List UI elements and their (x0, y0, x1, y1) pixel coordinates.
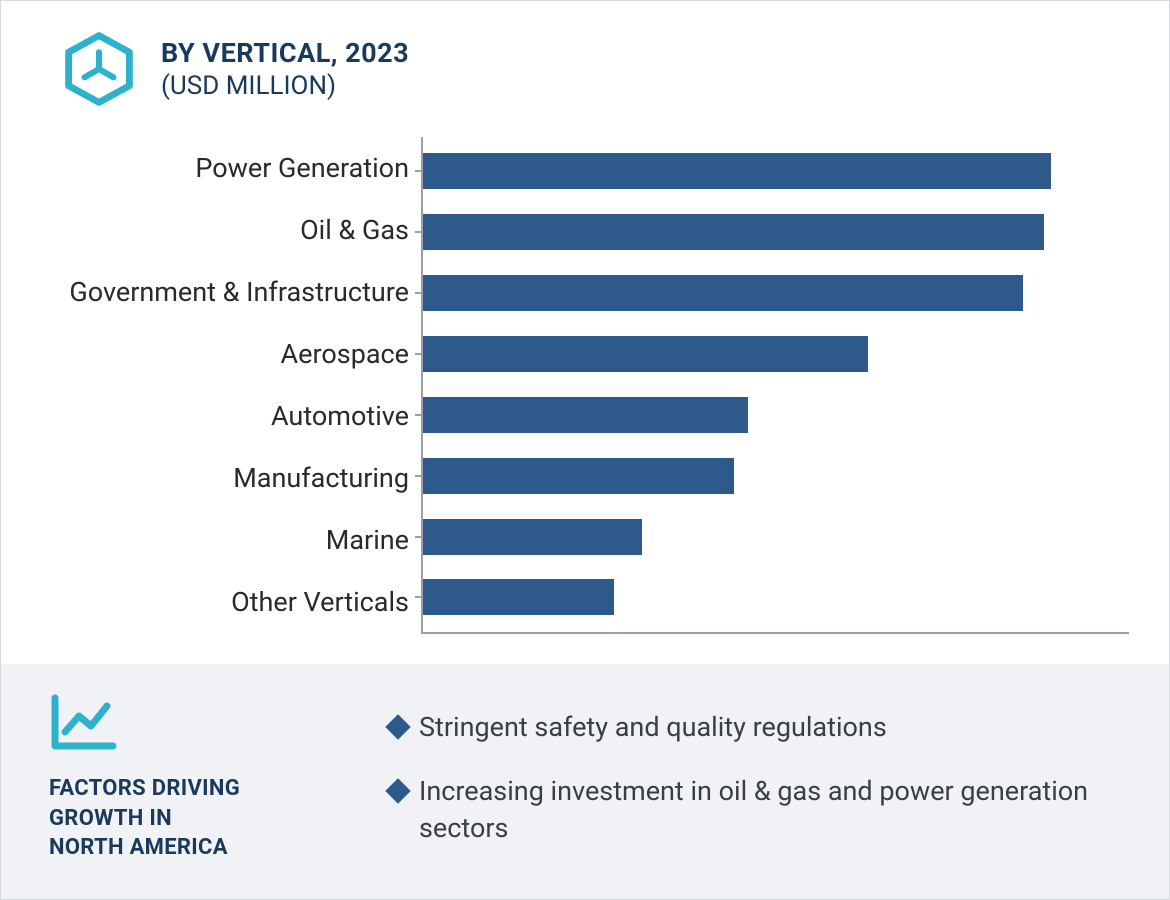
footer-heading-line: FACTORS DRIVING (49, 774, 349, 804)
bar (423, 519, 642, 555)
diamond-icon (385, 714, 410, 739)
footer-bullets: Stringent safety and quality regulations… (389, 692, 1129, 863)
bullet-text: Increasing investment in oil & gas and p… (419, 773, 1129, 846)
axis-tick (415, 414, 423, 416)
bar (423, 153, 1051, 189)
bar-label: Power Generation (195, 141, 409, 195)
bar (423, 275, 1023, 311)
line-chart-icon (49, 692, 119, 752)
header-text: BY VERTICAL, 2023 (USD MILLION) (161, 31, 409, 101)
axis-tick (415, 536, 423, 538)
diamond-icon (385, 779, 410, 804)
bar-row (423, 449, 1129, 503)
header: BY VERTICAL, 2023 (USD MILLION) (1, 1, 1169, 127)
footer-heading-line: NORTH AMERICA (49, 833, 349, 863)
axis-tick (415, 353, 423, 355)
bar-chart: Power Generation Oil & Gas Government & In… (1, 127, 1169, 664)
bar (423, 579, 614, 615)
bar (423, 336, 868, 372)
bar (423, 458, 734, 494)
infographic-container: BY VERTICAL, 2023 (USD MILLION) Power Ge… (0, 0, 1170, 900)
bar-label: Manufacturing (233, 452, 409, 506)
bullet-item: Increasing investment in oil & gas and p… (389, 773, 1129, 846)
bar-row (423, 570, 1129, 624)
axis-tick (415, 596, 423, 598)
axis-tick (415, 292, 423, 294)
footer-panel: FACTORS DRIVING GROWTH IN NORTH AMERICA … (1, 664, 1169, 899)
bar-label: Government & Infrastructure (69, 265, 409, 319)
bar-label: Marine (326, 514, 409, 568)
bar-label: Automotive (271, 389, 409, 443)
axis-tick (415, 475, 423, 477)
bar-label: Oil & Gas (300, 203, 409, 257)
bar-row (423, 266, 1129, 320)
bar-row (423, 510, 1129, 564)
bar-row (423, 144, 1129, 198)
header-title: BY VERTICAL, 2023 (161, 37, 409, 69)
footer-heading-line: GROWTH IN (49, 804, 349, 834)
header-subtitle: (USD MILLION) (161, 71, 409, 101)
footer-left: FACTORS DRIVING GROWTH IN NORTH AMERICA (49, 692, 349, 863)
bullet-text: Stringent safety and quality regulations (419, 709, 887, 745)
bar (423, 214, 1044, 250)
bar-row (423, 205, 1129, 259)
chart-labels: Power Generation Oil & Gas Government & In… (1, 137, 421, 634)
cube-hex-icon (61, 31, 137, 107)
footer-heading: FACTORS DRIVING GROWTH IN NORTH AMERICA (49, 774, 349, 863)
bar-row (423, 327, 1129, 381)
bullet-item: Stringent safety and quality regulations (389, 709, 1129, 745)
bar-label: Other Verticals (231, 576, 409, 630)
chart-bars (421, 137, 1129, 634)
bar-label: Aerospace (281, 327, 409, 381)
bar-row (423, 388, 1129, 442)
axis-tick (415, 231, 423, 233)
axis-tick (415, 170, 423, 172)
bar (423, 397, 748, 433)
